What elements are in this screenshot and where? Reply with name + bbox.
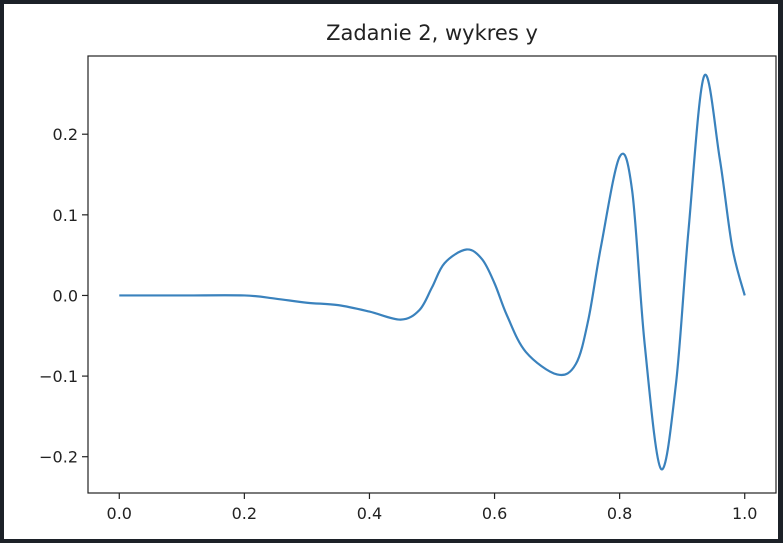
x-tick-label: 0.6 (482, 504, 507, 523)
plot-area-frame (87, 55, 777, 494)
y-tick-label: −0.1 (39, 367, 78, 386)
y-tick-label: −0.2 (39, 448, 78, 467)
chart-title: Zadanie 2, wykres y (326, 21, 538, 45)
x-axis: 0.0 0.2 0.4 0.6 0.8 1.0 (107, 493, 757, 523)
figure-canvas: Zadanie 2, wykres y 0.2 0.1 0.0 −0.1 −0.2 0.… (4, 4, 778, 539)
x-tick-label: 0.0 (107, 504, 132, 523)
y-tick-label: 0.1 (53, 206, 78, 225)
line-chart: Zadanie 2, wykres y 0.2 0.1 0.0 −0.1 −0.2 0.… (39, 21, 777, 523)
x-tick-label: 0.4 (357, 504, 382, 523)
y-tick-label: 0.0 (53, 286, 78, 305)
x-tick-label: 1.0 (732, 504, 757, 523)
y-axis: 0.2 0.1 0.0 −0.1 −0.2 (39, 125, 88, 467)
y-tick-label: 0.2 (53, 125, 78, 144)
x-tick-label: 0.2 (232, 504, 257, 523)
x-tick-label: 0.8 (607, 504, 632, 523)
series-line (119, 73, 746, 471)
